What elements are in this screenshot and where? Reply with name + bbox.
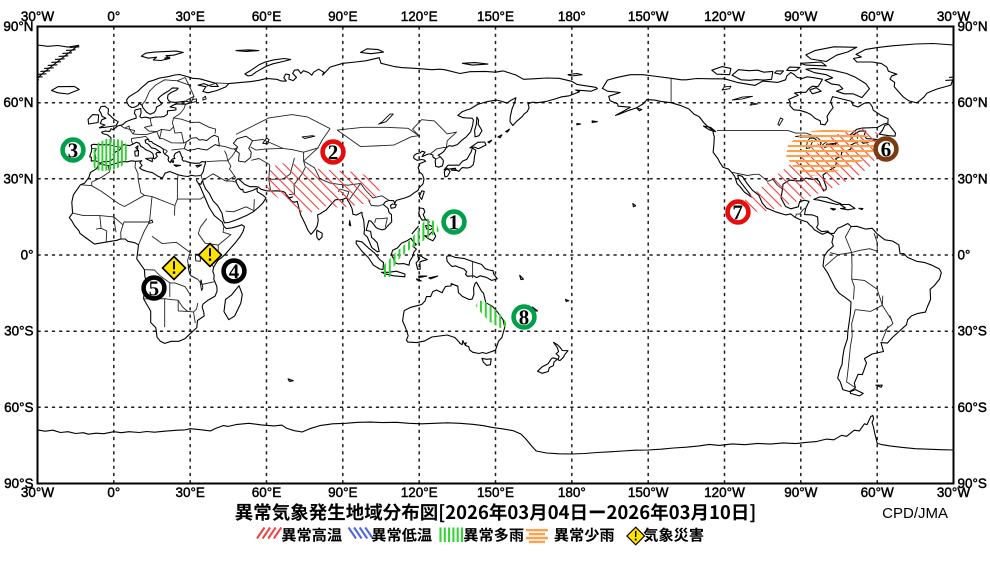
svg-text:60°E: 60°E: [252, 9, 281, 24]
svg-text:90°E: 90°E: [328, 9, 357, 24]
svg-text:90°N: 90°N: [958, 19, 988, 34]
svg-text:60°N: 60°N: [3, 95, 33, 110]
svg-text:0°: 0°: [21, 248, 34, 263]
svg-text:60°S: 60°S: [4, 400, 33, 415]
svg-text:120°E: 120°E: [401, 9, 438, 24]
svg-text:60°E: 60°E: [252, 485, 281, 500]
svg-text:90°W: 90°W: [784, 9, 817, 24]
svg-text:60°N: 60°N: [958, 95, 988, 110]
svg-text:90°W: 90°W: [784, 485, 817, 500]
svg-text:90°E: 90°E: [328, 485, 357, 500]
svg-text:90°S: 90°S: [4, 476, 33, 491]
svg-text:30°W: 30°W: [21, 9, 54, 24]
svg-text:0°: 0°: [107, 9, 120, 24]
svg-text:90°N: 90°N: [3, 19, 33, 34]
svg-text:30°W: 30°W: [21, 485, 54, 500]
svg-text:60°W: 60°W: [861, 9, 894, 24]
svg-text:30°E: 30°E: [175, 485, 204, 500]
svg-text:30°S: 30°S: [958, 324, 987, 339]
svg-text:0°: 0°: [958, 248, 971, 263]
svg-text:CPD/JMA: CPD/JMA: [882, 505, 948, 522]
svg-text:150°W: 150°W: [628, 485, 669, 500]
svg-text:150°W: 150°W: [628, 9, 669, 24]
svg-text:30°E: 30°E: [175, 9, 204, 24]
svg-text:90°S: 90°S: [958, 476, 987, 491]
svg-text:30°N: 30°N: [3, 171, 33, 186]
svg-text:0°: 0°: [107, 485, 120, 500]
svg-text:150°E: 150°E: [477, 9, 514, 24]
svg-text:60°W: 60°W: [861, 485, 894, 500]
svg-text:150°E: 150°E: [477, 485, 514, 500]
svg-text:30°W: 30°W: [937, 9, 970, 24]
svg-text:120°W: 120°W: [704, 9, 745, 24]
svg-text:30°S: 30°S: [4, 324, 33, 339]
svg-text:180°: 180°: [558, 485, 586, 500]
svg-text:30°W: 30°W: [937, 485, 970, 500]
svg-text:120°W: 120°W: [704, 485, 745, 500]
svg-text:120°E: 120°E: [401, 485, 438, 500]
svg-text:60°S: 60°S: [958, 400, 987, 415]
svg-text:180°: 180°: [558, 9, 586, 24]
svg-text:30°N: 30°N: [958, 171, 988, 186]
